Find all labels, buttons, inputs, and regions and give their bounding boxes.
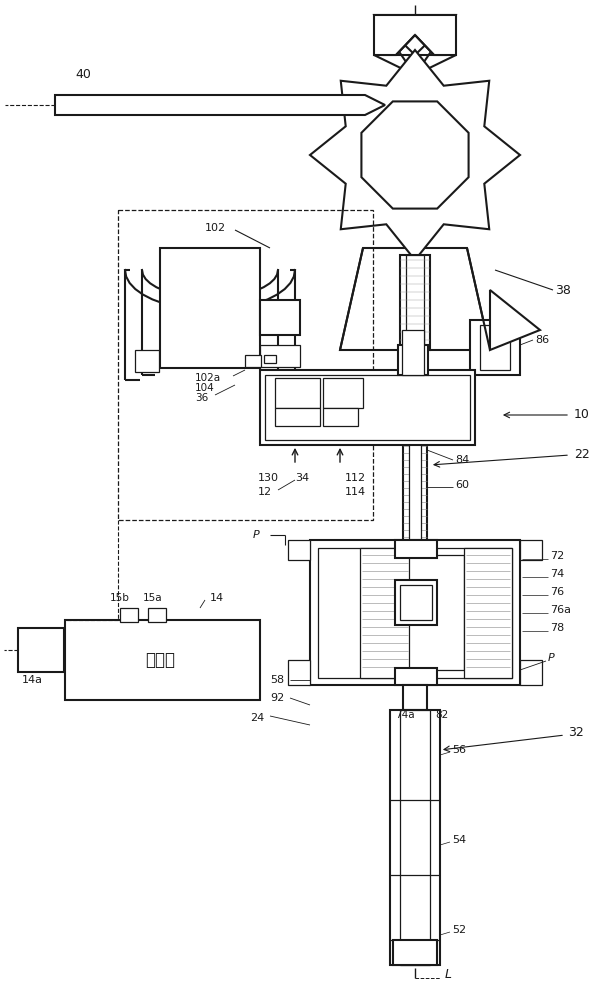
Bar — [480, 325, 510, 370]
Text: 控制器: 控制器 — [145, 651, 175, 669]
Bar — [400, 710, 430, 965]
Bar — [464, 548, 512, 678]
Text: 74: 74 — [550, 569, 564, 579]
Text: 54: 54 — [452, 835, 466, 845]
Text: 76a: 76a — [550, 605, 571, 615]
Bar — [310, 540, 520, 685]
Bar — [260, 345, 300, 367]
Text: P: P — [548, 653, 555, 663]
Text: 10: 10 — [574, 408, 590, 422]
Bar — [275, 378, 320, 408]
Text: 14: 14 — [210, 593, 224, 603]
Text: 34: 34 — [295, 473, 309, 483]
Bar — [318, 548, 512, 678]
Polygon shape — [362, 101, 468, 209]
Bar — [148, 608, 166, 622]
Bar — [403, 685, 427, 710]
Bar — [395, 668, 437, 685]
Text: 104: 104 — [195, 383, 215, 393]
Text: 36: 36 — [195, 393, 208, 403]
Bar — [403, 350, 427, 545]
Text: 40: 40 — [75, 68, 91, 82]
Text: 130: 130 — [258, 473, 279, 483]
Polygon shape — [340, 248, 490, 350]
Text: 74a: 74a — [395, 710, 414, 720]
Text: L: L — [445, 968, 452, 982]
Text: 12: 12 — [258, 487, 272, 497]
Bar — [470, 320, 520, 375]
Polygon shape — [490, 290, 540, 350]
Bar — [160, 248, 260, 368]
Bar — [65, 620, 260, 700]
Polygon shape — [374, 15, 456, 55]
Bar — [118, 210, 373, 520]
Bar — [395, 540, 437, 558]
Text: 78: 78 — [550, 623, 564, 633]
Text: 32: 32 — [568, 726, 584, 738]
Bar — [409, 555, 464, 670]
Polygon shape — [310, 50, 520, 260]
Bar — [275, 408, 320, 426]
Bar — [393, 940, 437, 965]
Bar — [390, 710, 440, 965]
Bar — [135, 350, 159, 372]
Bar — [402, 330, 424, 375]
Bar — [406, 255, 424, 350]
Polygon shape — [520, 660, 542, 685]
Text: 102: 102 — [205, 223, 226, 233]
Text: 114: 114 — [345, 487, 366, 497]
Text: 52: 52 — [452, 925, 466, 935]
Bar — [400, 255, 430, 350]
Bar — [409, 350, 421, 545]
Bar — [265, 375, 470, 440]
Polygon shape — [288, 540, 310, 560]
Bar — [245, 355, 261, 367]
Text: 60: 60 — [455, 480, 469, 490]
Polygon shape — [374, 15, 456, 55]
Text: 22: 22 — [574, 448, 590, 462]
Bar — [360, 548, 410, 678]
Polygon shape — [520, 540, 542, 560]
Text: 15b: 15b — [110, 593, 130, 603]
Polygon shape — [288, 660, 310, 685]
Text: 82: 82 — [435, 710, 448, 720]
Text: 15a: 15a — [143, 593, 163, 603]
Text: 112: 112 — [345, 473, 366, 483]
Bar — [120, 608, 138, 622]
Bar — [260, 300, 300, 335]
Bar — [400, 585, 432, 620]
Text: 24: 24 — [250, 713, 264, 723]
Text: 76: 76 — [550, 587, 564, 597]
Text: 84: 84 — [455, 455, 469, 465]
Text: 102a: 102a — [195, 373, 221, 383]
Polygon shape — [55, 95, 385, 115]
Text: 72: 72 — [550, 551, 564, 561]
Text: 14a: 14a — [22, 675, 43, 685]
Bar — [323, 378, 363, 408]
Text: 58: 58 — [270, 675, 284, 685]
Bar — [398, 345, 428, 375]
Text: 38: 38 — [555, 284, 571, 296]
Bar — [260, 370, 475, 445]
Bar — [264, 355, 276, 363]
Bar — [18, 628, 64, 672]
Text: 56: 56 — [452, 745, 466, 755]
Bar — [323, 408, 358, 426]
Bar — [395, 580, 437, 625]
Text: P: P — [253, 530, 260, 540]
Text: 92: 92 — [270, 693, 284, 703]
Text: 86: 86 — [535, 335, 549, 345]
